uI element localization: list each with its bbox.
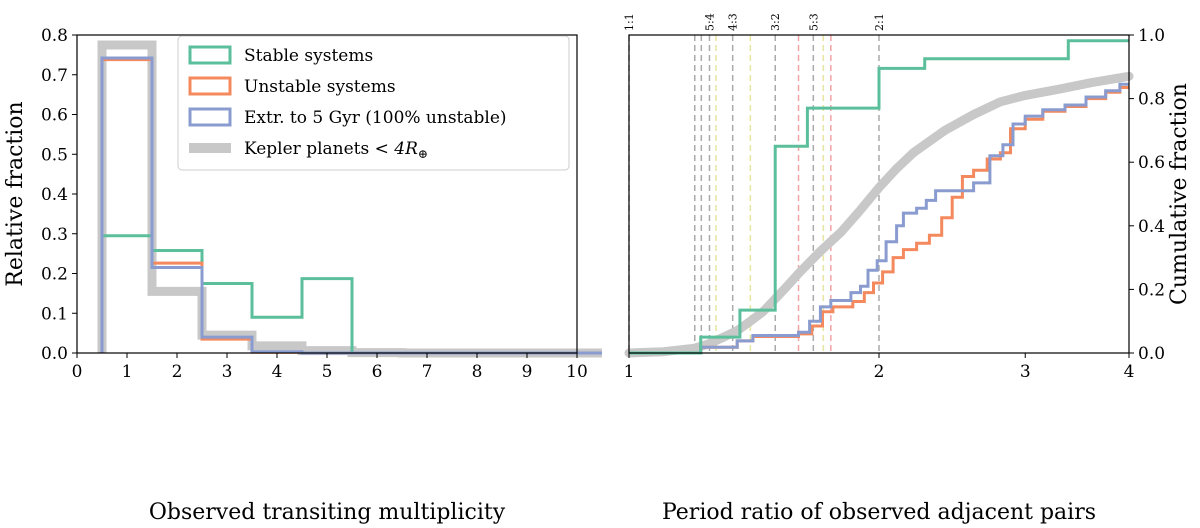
legend-swatch-stable <box>188 45 232 65</box>
left-y-ticks: 0.0 0.1 0.2 0.3 0.4 0.5 0.6 0.7 0.8 <box>41 26 77 364</box>
legend-entry-extr: Extr. to 5 Gyr (100% unstable) <box>188 107 507 128</box>
left-y-tick-label: 0.7 <box>41 66 68 86</box>
left-y-axis-label: Relative fraction <box>3 101 28 286</box>
left-panel: 0 1 2 3 4 5 6 7 8 9 10 0.0 0.1 0.2 0.3 0.4 0.5 0.6 0.7 0.8… <box>3 26 602 525</box>
legend-swatch-kepler <box>189 143 231 153</box>
legend-box <box>177 35 570 171</box>
right-y-tick-label: 1.0 <box>1138 26 1165 46</box>
series-extr-cdf <box>629 82 1129 355</box>
resonance-lines: 1:1 5:4 4:3 3:2 5:3 2:1 <box>623 13 886 353</box>
right-x-tick-label: 4 <box>1124 362 1135 382</box>
right-x-tick-label: 1 <box>624 362 635 382</box>
left-x-tick-label: 9 <box>522 362 533 382</box>
resonance-label: 4:3 <box>727 13 740 31</box>
legend-entry-kepler: Kepler planets < 4R⊕ <box>189 139 428 161</box>
legend-label-kepler: Kepler planets < 4R⊕ <box>244 139 428 161</box>
resonance-label: 2:1 <box>873 13 886 31</box>
left-x-tick-label: 1 <box>122 362 133 382</box>
left-y-tick-label: 0.0 <box>41 344 68 364</box>
right-panel: 1:1 5:4 4:3 3:2 5:3 2:1 1 2 3 4 0.0 0.2 0.4 0.6 0.8 1… <box>623 13 1192 525</box>
legend-kepler-math: < 4R <box>375 139 418 159</box>
legend-swatch-extr <box>188 107 232 127</box>
resonance-label: 3:2 <box>769 13 782 31</box>
left-x-axis-label: Observed transiting multiplicity <box>149 500 506 525</box>
left-x-tick-label: 0 <box>72 362 83 382</box>
left-y-tick-label: 0.2 <box>41 265 68 285</box>
left-x-tick-label: 8 <box>472 362 483 382</box>
left-x-tick-label: 3 <box>222 362 233 382</box>
right-y-ticks: 0.0 0.2 0.4 0.6 0.8 1.0 <box>1129 26 1165 364</box>
left-x-tick-label: 7 <box>422 362 433 382</box>
legend-entry-unstable: Unstable systems <box>188 76 396 97</box>
legend-label-extr: Extr. to 5 Gyr (100% unstable) <box>244 108 507 128</box>
legend-label-unstable: Unstable systems <box>244 77 396 97</box>
left-x-tick-label: 6 <box>372 362 383 382</box>
right-y-tick-label: 0.2 <box>1138 280 1165 300</box>
left-y-tick-label: 0.1 <box>41 304 68 324</box>
left-x-tick-label: 2 <box>172 362 183 382</box>
right-y-axis-label: Cumulative fraction <box>1167 83 1192 305</box>
resonance-label: 5:4 <box>703 13 716 31</box>
legend: Stable systems Unstable systems Extr. to… <box>177 35 570 171</box>
resonance-label: 1:1 <box>623 13 636 31</box>
right-x-tick-label: 3 <box>1020 362 1031 382</box>
legend-swatch-unstable <box>188 76 232 96</box>
series-stable-cdf <box>629 39 1129 355</box>
right-y-tick-label: 0.8 <box>1138 90 1165 110</box>
left-y-tick-label: 0.6 <box>41 106 68 126</box>
legend-kepler-main: Kepler planets <box>244 139 375 159</box>
right-x-axis-label: Period ratio of observed adjacent pairs <box>662 500 1096 525</box>
right-y-tick-label: 0.4 <box>1138 217 1165 237</box>
right-x-ticks: 1 2 3 4 <box>624 353 1135 382</box>
right-y-tick-label: 0.0 <box>1138 344 1165 364</box>
right-x-tick-label: 2 <box>874 362 885 382</box>
left-x-ticks: 0 1 2 3 4 5 6 7 8 9 10 <box>72 353 588 382</box>
left-y-tick-label: 0.8 <box>41 26 68 46</box>
left-x-tick-label: 5 <box>322 362 333 382</box>
left-x-tick-label: 10 <box>566 362 588 382</box>
left-y-tick-label: 0.5 <box>41 145 68 165</box>
right-y-tick-label: 0.6 <box>1138 153 1165 173</box>
legend-label-stable: Stable systems <box>244 46 373 66</box>
left-y-tick-label: 0.3 <box>41 225 68 245</box>
resonance-label: 5:3 <box>807 13 820 31</box>
right-series-group <box>624 39 1134 358</box>
legend-entry-stable: Stable systems <box>188 45 373 66</box>
left-y-tick-label: 0.4 <box>41 185 68 205</box>
legend-kepler-sub: ⊕ <box>418 147 428 161</box>
left-x-tick-label: 4 <box>272 362 283 382</box>
